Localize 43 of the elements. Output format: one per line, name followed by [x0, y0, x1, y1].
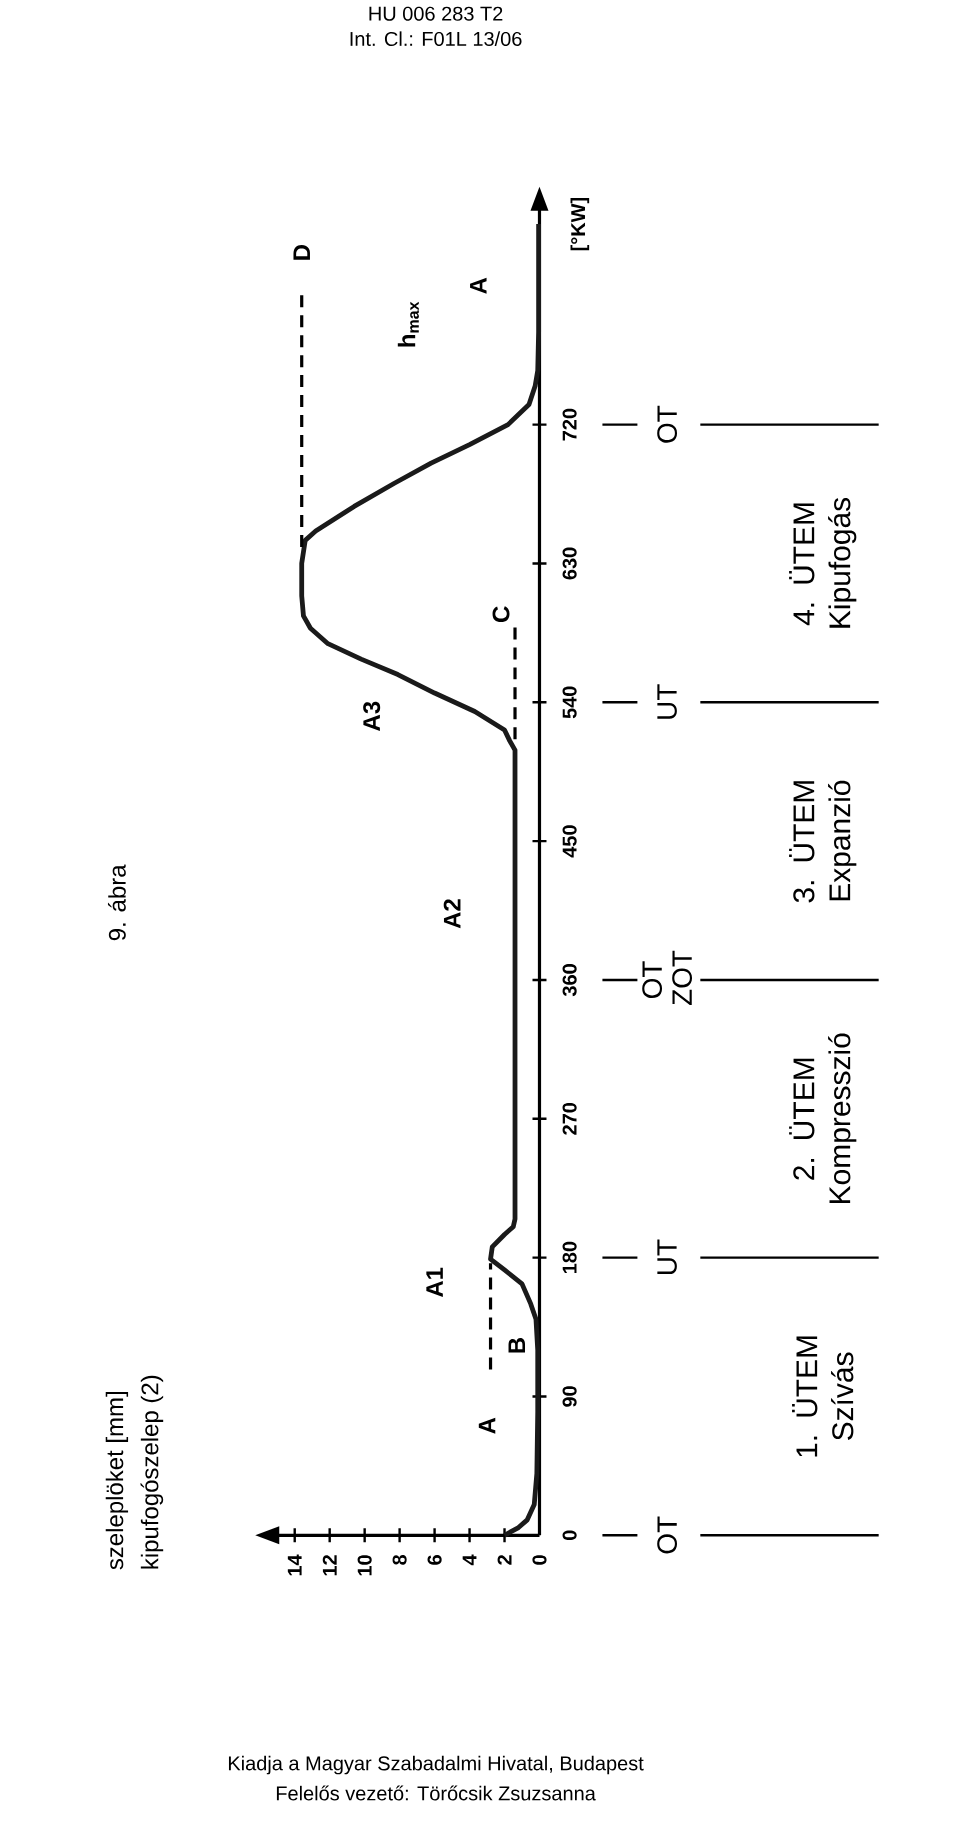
ref-line-label: OT: [657, 405, 677, 443]
x-tick-label: 2: [497, 1555, 512, 1565]
ref-line-label: D: [293, 245, 310, 260]
y-tick-label: 0: [562, 1530, 577, 1541]
y-tick-label: 540: [562, 686, 577, 719]
text: Int. Cl.: F01L 13/06: [350, 31, 522, 47]
text: kipufogószelep (2): [140, 1375, 164, 1569]
text: Kiadja a Magyar Szabadalmi Hivatal, Budapest: [228, 1755, 644, 1775]
text: 4. ÜTEM Kipufogás: [789, 497, 857, 628]
text: HU 006 283 T2: [369, 6, 503, 21]
y-tick-label: 360: [562, 964, 577, 997]
ref-line-label: UT: [657, 1239, 677, 1275]
annotation: C: [492, 606, 510, 623]
y-tick-label: 450: [562, 825, 577, 858]
text: Felelős vezető: Törőcsik Zsuzsanna: [276, 1785, 596, 1801]
x-tick-label: 6: [427, 1555, 442, 1565]
text: 9. ábra: [107, 864, 126, 941]
y-tick-label: 630: [562, 547, 577, 580]
ref-line-label: OT ZOT: [642, 950, 692, 1006]
annotation: h$_{max}$: [397, 301, 419, 347]
x-tick-label: 0: [532, 1555, 547, 1565]
annotation: A1: [426, 1267, 443, 1298]
y-tick-label: 90: [562, 1386, 577, 1407]
annotation: A2: [443, 899, 461, 929]
annotation: A3: [363, 701, 381, 731]
x-tick-label: 14: [287, 1554, 302, 1576]
ref-line-label: UT: [657, 684, 677, 719]
x-tick-label: 12: [322, 1555, 337, 1576]
text: 3. ÜTEM Expanzió: [789, 780, 857, 903]
text: szeleplöket [mm]: [105, 1392, 129, 1570]
text: 1. ÜTEM Szívás: [792, 1336, 854, 1457]
annotation: B: [508, 1337, 525, 1353]
y-tick-label: 270: [562, 1102, 577, 1135]
x-tick-label: 4: [462, 1554, 477, 1566]
x-tick-label: 8: [392, 1554, 407, 1565]
y-tick-label: 720: [562, 408, 577, 441]
ref-line-label: OT: [657, 1516, 677, 1554]
annotation: A: [470, 277, 487, 294]
x-tick-label: 10: [357, 1555, 372, 1576]
y-tick-label: 180: [562, 1241, 577, 1274]
annotation: A: [478, 1417, 496, 1434]
text: 2. ÜTEM Kompresszió: [789, 1033, 857, 1203]
y-axis-title: [°KW]: [570, 197, 590, 251]
